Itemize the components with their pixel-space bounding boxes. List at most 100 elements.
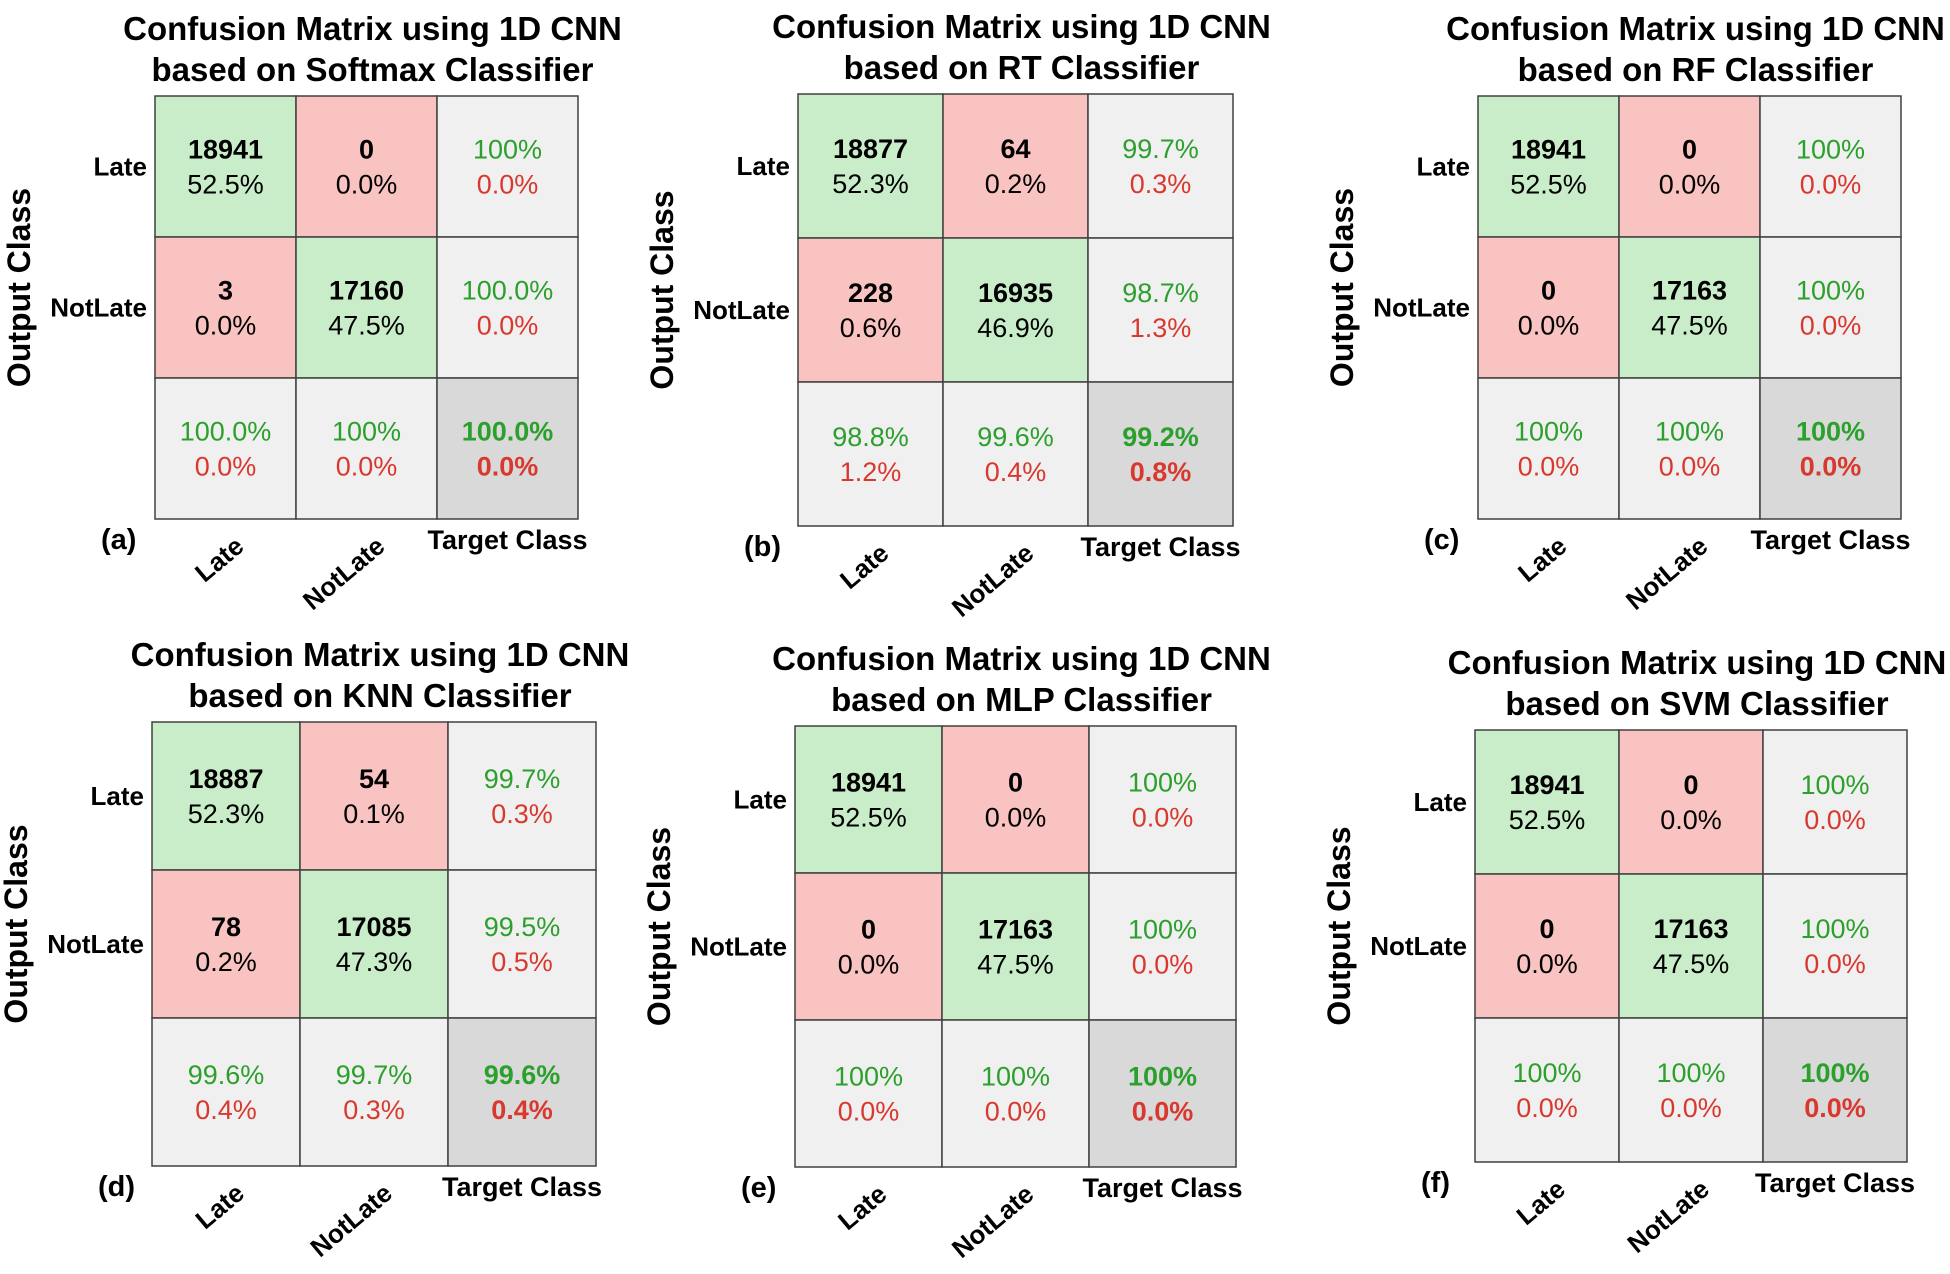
overall-cell bbox=[1088, 1019, 1237, 1168]
row-summary-wrong: 0.0% bbox=[477, 170, 539, 200]
chart-title-line: based on KNN Classifier bbox=[188, 677, 571, 714]
matrix-cell bbox=[151, 869, 301, 1019]
summary-cell bbox=[151, 1017, 301, 1167]
cell-count: 18941 bbox=[1511, 135, 1586, 165]
row-summary-correct: 98.7% bbox=[1122, 278, 1199, 308]
column-label: NotLate bbox=[946, 538, 1039, 623]
cell-percent: 0.0% bbox=[1659, 170, 1721, 200]
cell-percent: 0.0% bbox=[1516, 949, 1578, 979]
cell-percent: 52.5% bbox=[1509, 805, 1586, 835]
summary-cell bbox=[1762, 873, 1908, 1019]
col-summary-correct: 100% bbox=[834, 1062, 903, 1092]
matrix-cell bbox=[1618, 95, 1761, 238]
cell-count: 0 bbox=[861, 915, 876, 945]
col-summary-wrong: 0.0% bbox=[1516, 1093, 1578, 1123]
cell-percent: 0.0% bbox=[838, 950, 900, 980]
summary-cell bbox=[1088, 725, 1237, 874]
matrix-cell bbox=[794, 725, 943, 874]
col-summary-wrong: 1.2% bbox=[840, 457, 902, 487]
overall-accuracy: 100.0% bbox=[462, 417, 554, 447]
summary-cell bbox=[1477, 377, 1620, 520]
row-summary-correct: 100.0% bbox=[462, 276, 554, 306]
panel-label: (c) bbox=[1424, 524, 1459, 556]
cell-count: 64 bbox=[1000, 134, 1030, 164]
row-summary-correct: 100% bbox=[1128, 915, 1197, 945]
confusion-matrix-panel: Confusion Matrix using 1D CNN based on ML… bbox=[641, 640, 1271, 1264]
cell-count: 54 bbox=[359, 764, 389, 794]
overall-cell bbox=[447, 1017, 597, 1167]
col-summary-wrong: 0.0% bbox=[985, 1097, 1047, 1127]
column-label: Late bbox=[189, 531, 249, 588]
overall-cell bbox=[1762, 1017, 1908, 1163]
matrix-cell bbox=[1618, 236, 1761, 379]
cell-percent: 0.0% bbox=[1660, 805, 1722, 835]
row-summary-wrong: 1.3% bbox=[1130, 313, 1192, 343]
cell-count: 0 bbox=[1008, 768, 1023, 798]
cell-percent: 52.3% bbox=[188, 799, 265, 829]
col-summary-correct: 100% bbox=[981, 1062, 1050, 1092]
overall-error: 0.0% bbox=[1800, 452, 1862, 482]
col-summary-wrong: 0.0% bbox=[838, 1097, 900, 1127]
cell-count: 0 bbox=[1541, 276, 1556, 306]
row-summary-correct: 99.7% bbox=[484, 764, 561, 794]
chart-title-line: Confusion Matrix using 1D CNN bbox=[123, 10, 622, 47]
matrix-cell bbox=[942, 237, 1089, 383]
col-summary-correct: 100.0% bbox=[180, 417, 272, 447]
matrix-cell bbox=[1618, 729, 1764, 875]
matrix-cell bbox=[295, 236, 438, 379]
row-summary-wrong: 0.3% bbox=[491, 799, 553, 829]
matrix-cell bbox=[797, 237, 944, 383]
confusion-matrix-panel: Confusion Matrix using 1D CNN based on RT… bbox=[644, 8, 1271, 623]
overall-error: 0.8% bbox=[1130, 457, 1192, 487]
confusion-matrix-panel: Confusion Matrix using 1D CNN based on RF… bbox=[1324, 10, 1945, 616]
confusion-matrix-panel: Confusion Matrix using 1D CNN based on KN… bbox=[0, 636, 629, 1263]
matrix-cell bbox=[1474, 729, 1620, 875]
row-summary-wrong: 0.3% bbox=[1130, 169, 1192, 199]
cell-count: 18877 bbox=[833, 134, 908, 164]
row-label: NotLate bbox=[50, 293, 147, 323]
cell-percent: 52.3% bbox=[832, 169, 909, 199]
col-summary-correct: 100% bbox=[1514, 417, 1583, 447]
cell-percent: 0.6% bbox=[840, 313, 902, 343]
cell-percent: 46.9% bbox=[977, 313, 1054, 343]
cell-count: 0 bbox=[1682, 135, 1697, 165]
summary-cell bbox=[1088, 872, 1237, 1021]
overall-accuracy: 99.6% bbox=[484, 1060, 561, 1090]
y-axis-label: Output Class bbox=[1321, 826, 1357, 1025]
overall-error: 0.0% bbox=[477, 452, 539, 482]
row-label: NotLate bbox=[690, 932, 787, 962]
summary-cell bbox=[1759, 236, 1902, 379]
cell-percent: 0.0% bbox=[195, 311, 257, 341]
summary-cell bbox=[436, 95, 579, 238]
summary-cell bbox=[295, 377, 438, 520]
col-summary-wrong: 0.3% bbox=[343, 1095, 405, 1125]
y-axis-label: Output Class bbox=[641, 827, 677, 1026]
chart-title-line: based on Softmax Classifier bbox=[152, 51, 594, 88]
x-axis-label: Target Class bbox=[1750, 525, 1910, 555]
matrix-cell bbox=[941, 725, 1090, 874]
matrix-cell bbox=[941, 872, 1090, 1021]
cell-count: 0 bbox=[1539, 914, 1554, 944]
summary-cell bbox=[1087, 237, 1234, 383]
column-label: NotLate bbox=[297, 531, 390, 616]
cell-percent: 47.3% bbox=[336, 947, 413, 977]
cell-percent: 0.0% bbox=[1518, 311, 1580, 341]
chart-title-line: Confusion Matrix using 1D CNN bbox=[131, 636, 630, 673]
cell-percent: 47.5% bbox=[328, 311, 405, 341]
column-label: Late bbox=[1512, 531, 1572, 588]
row-summary-wrong: 0.0% bbox=[1804, 805, 1866, 835]
summary-cell bbox=[1618, 377, 1761, 520]
row-summary-wrong: 0.0% bbox=[1132, 950, 1194, 980]
y-axis-label: Output Class bbox=[1324, 188, 1360, 387]
chart-title-line: based on RF Classifier bbox=[1518, 51, 1874, 88]
row-label: Late bbox=[737, 151, 790, 181]
y-axis-label: Output Class bbox=[1, 188, 37, 387]
overall-accuracy: 100% bbox=[1796, 417, 1865, 447]
column-label: Late bbox=[1511, 1174, 1571, 1231]
column-label: NotLate bbox=[304, 1178, 397, 1263]
chart-title-line: Confusion Matrix using 1D CNN bbox=[1446, 10, 1945, 47]
column-label: Late bbox=[832, 1179, 892, 1236]
summary-cell bbox=[447, 869, 597, 1019]
cell-count: 3 bbox=[218, 276, 233, 306]
col-summary-wrong: 0.4% bbox=[195, 1095, 257, 1125]
